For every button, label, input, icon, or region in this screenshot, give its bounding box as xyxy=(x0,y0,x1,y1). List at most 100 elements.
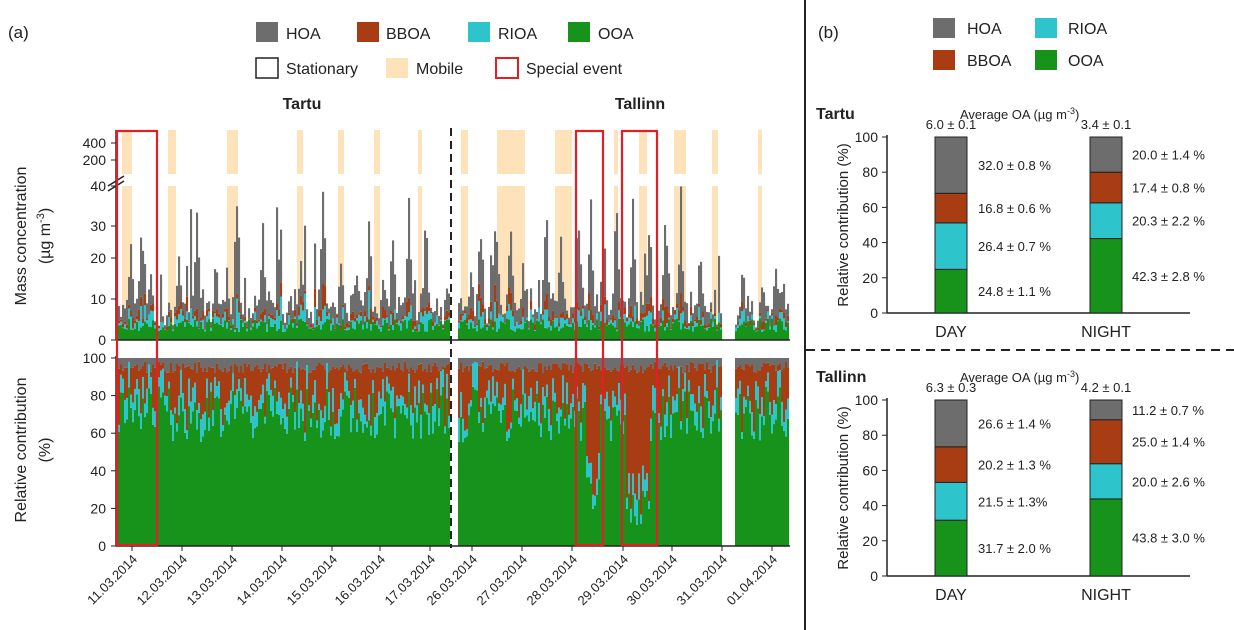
series-bar-rioa xyxy=(306,324,309,326)
series-area-ooa xyxy=(572,406,575,546)
series-bar-hoa xyxy=(406,258,409,302)
series-bar-ooa xyxy=(244,322,247,340)
series-bar-bboa xyxy=(390,310,393,315)
series-bar-ooa xyxy=(466,324,469,340)
series-area-ooa xyxy=(274,387,277,546)
series-bar-hoa xyxy=(598,311,601,327)
series-area-rioa xyxy=(330,426,333,436)
series-area-hoa xyxy=(610,358,613,372)
series-bar-hoa xyxy=(296,304,299,324)
series-area-ooa xyxy=(358,413,361,546)
series-bar-rioa xyxy=(594,325,597,328)
series-bar-ooa xyxy=(204,331,207,340)
series-bar-hoa xyxy=(176,285,179,310)
series-area-rioa xyxy=(745,399,748,407)
series-area-hoa xyxy=(478,358,481,366)
series-bar-bboa xyxy=(324,286,327,306)
x-tick-label: 01.04.2014 xyxy=(723,552,780,609)
city-title-tallinn: Tallinn xyxy=(615,96,665,113)
series-area-ooa xyxy=(332,411,335,546)
series-bar-hoa xyxy=(486,323,489,325)
series-bar-hoa xyxy=(745,308,748,323)
series-bar-ooa xyxy=(644,331,647,340)
series-bar-rioa xyxy=(468,319,471,329)
series-bar-bboa xyxy=(492,320,495,328)
series-bar-hoa xyxy=(280,229,283,283)
series-area-hoa xyxy=(498,358,501,371)
series-area-rioa xyxy=(398,398,401,406)
series-bar-ooa xyxy=(612,325,615,340)
series-area-hoa xyxy=(546,358,549,370)
series-area-ooa xyxy=(741,438,744,546)
series-area-hoa xyxy=(771,358,774,365)
series-area-rioa xyxy=(658,413,661,423)
series-bar-ooa xyxy=(658,326,661,340)
series-area-rioa xyxy=(274,380,277,388)
series-bar-hoa xyxy=(246,321,249,327)
series-bar-rioa xyxy=(150,310,153,328)
series-area-bboa xyxy=(650,363,653,419)
series-area-hoa xyxy=(745,358,748,364)
series-bar-bboa xyxy=(564,316,567,320)
series-bar-rioa xyxy=(765,320,768,323)
series-bar-bboa xyxy=(690,306,693,316)
series-bar-ooa xyxy=(474,328,477,340)
series-area-hoa xyxy=(370,358,373,373)
series-bar-ooa xyxy=(276,330,279,340)
series-area-ooa xyxy=(408,391,411,546)
series-bar-bboa xyxy=(422,307,425,317)
series-bar-bboa xyxy=(364,310,367,317)
category-label-day: DAY xyxy=(935,324,967,341)
series-bar-ooa xyxy=(536,320,539,340)
series-bar-hoa xyxy=(432,312,435,322)
series-area-hoa xyxy=(510,358,513,372)
series-bar-hoa xyxy=(376,313,379,318)
series-bar-ooa xyxy=(532,322,535,340)
series-bar-ooa xyxy=(126,329,129,340)
series-bar-hoa xyxy=(336,313,339,315)
series-bar-rioa xyxy=(176,319,179,327)
series-area-hoa xyxy=(480,358,483,367)
series-area-bboa xyxy=(194,362,197,383)
series-bar-rioa xyxy=(662,310,665,321)
series-area-rioa xyxy=(781,401,784,426)
series-bar-rioa xyxy=(518,325,521,329)
series-bar-ooa xyxy=(680,329,683,340)
series-area-ooa xyxy=(182,411,185,546)
series-bar-ooa xyxy=(753,329,756,340)
series-bar-ooa xyxy=(648,331,651,340)
series-bar-hoa xyxy=(424,230,427,309)
series-bar-bboa xyxy=(206,309,209,317)
series-area-rioa xyxy=(775,404,778,420)
series-area-ooa xyxy=(304,440,307,546)
series-bar-bboa xyxy=(288,312,291,316)
series-area-rioa xyxy=(562,375,565,403)
x-tick-label: 15.03.2014 xyxy=(283,552,340,609)
series-area-rioa xyxy=(634,493,637,517)
series-area-hoa xyxy=(262,358,265,369)
series-bar-rioa xyxy=(442,328,445,330)
series-bar-bboa xyxy=(676,303,679,308)
series-area-bboa xyxy=(644,370,647,480)
series-bar-hoa xyxy=(708,312,711,324)
series-bar-hoa xyxy=(284,322,287,329)
series-area-rioa xyxy=(242,406,245,414)
series-area-rioa xyxy=(172,414,175,441)
series-bar-rioa xyxy=(282,325,285,332)
series-area-rioa xyxy=(380,398,383,414)
series-bar-ooa xyxy=(228,320,231,340)
panel-a-legend-modes: Stationary Mobile Special event xyxy=(255,57,623,79)
series-bar-ooa xyxy=(278,328,281,340)
series-area-hoa xyxy=(494,358,497,369)
series-area-bboa xyxy=(654,361,657,388)
series-area-ooa xyxy=(142,398,145,546)
series-area-bboa xyxy=(294,367,297,412)
series-area-bboa xyxy=(262,368,265,385)
series-bar-hoa xyxy=(777,288,780,318)
series-area-ooa xyxy=(660,439,663,546)
series-area-ooa xyxy=(468,415,471,546)
series-bar-bboa xyxy=(320,309,323,322)
series-area-hoa xyxy=(176,358,179,364)
series-bar-ooa xyxy=(214,323,217,340)
series-bar-hoa xyxy=(354,285,357,318)
